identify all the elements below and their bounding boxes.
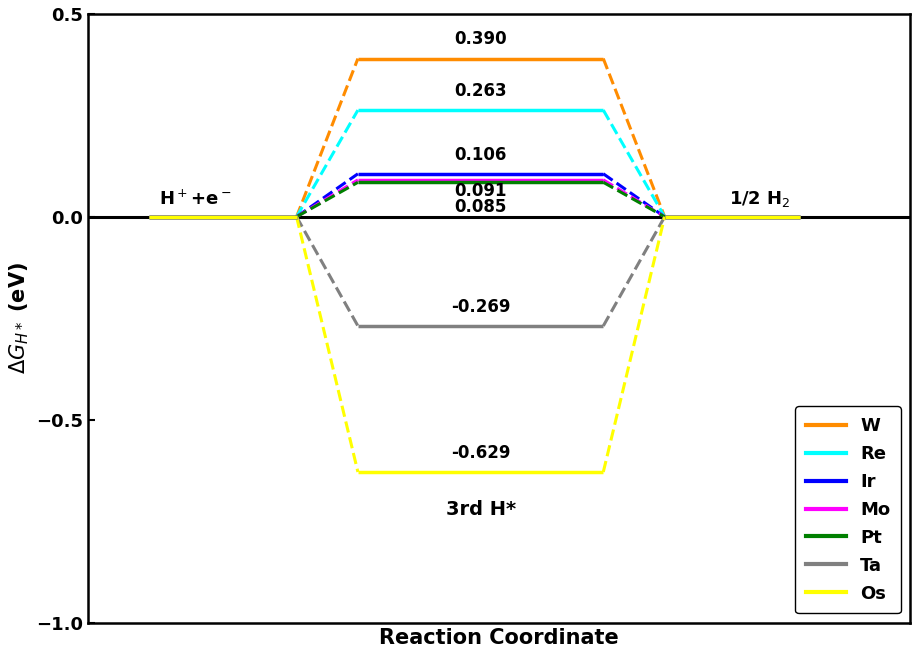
Text: 0.263: 0.263 [454,82,507,100]
Text: 0.091: 0.091 [454,182,507,200]
Text: 0.085: 0.085 [455,198,507,215]
Text: 3rd H*: 3rd H* [446,500,515,519]
Legend: W, Re, Ir, Mo, Pt, Ta, Os: W, Re, Ir, Mo, Pt, Ta, Os [795,406,901,614]
X-axis label: Reaction Coordinate: Reaction Coordinate [379,628,619,648]
Text: 1/2 H$_2$: 1/2 H$_2$ [728,189,790,209]
Text: -0.269: -0.269 [451,298,511,316]
Text: 0.106: 0.106 [455,145,507,164]
Text: 0.390: 0.390 [454,30,507,48]
Text: H$^+$+e$^-$: H$^+$+e$^-$ [160,189,231,209]
Text: -0.629: -0.629 [451,444,511,462]
Y-axis label: $\Delta G_{H*}$ (eV): $\Delta G_{H*}$ (eV) [7,262,30,374]
